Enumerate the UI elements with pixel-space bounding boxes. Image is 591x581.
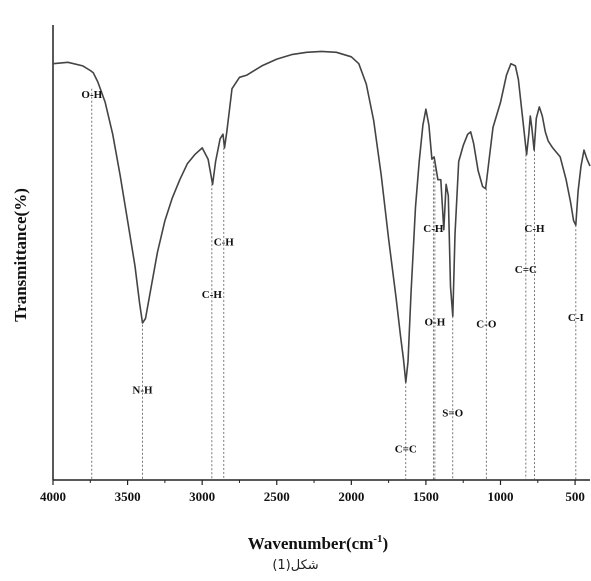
- x-tick-labels: 4000 3500 3000 2500 2000 1500 1000 500: [40, 489, 585, 504]
- x-axis-title: Wavenumber(cm-1): [248, 533, 388, 553]
- annotation-label: C-I: [568, 312, 584, 324]
- annotation-label: C=C: [515, 264, 537, 276]
- annotation-label: C-H: [423, 223, 444, 235]
- spectrum-line: [52, 50, 591, 383]
- figure-caption: شكل(1): [272, 558, 319, 573]
- x-tick-label: 1500: [413, 489, 439, 504]
- y-axis-title: Transmittance(%): [11, 188, 30, 322]
- x-tick-label: 3000: [189, 489, 215, 504]
- x-tick-label: 500: [565, 489, 585, 504]
- annotation-label: C-H: [202, 289, 223, 301]
- plot-axes: [52, 25, 590, 485]
- annotation-lines: [91, 88, 577, 480]
- annotation-label: C-O: [476, 319, 497, 331]
- x-tick-label: 4000: [40, 489, 66, 504]
- x-tick-label: 3500: [115, 489, 141, 504]
- annotation-label: S=O: [442, 407, 463, 419]
- annotation-label: C-H: [524, 223, 545, 235]
- annotation-label: O-H: [424, 316, 445, 328]
- annotation-labels: O-H N-H C-H C-H C=C C-H O-H S=O C-O C=C C-H C-I: [81, 89, 583, 456]
- annotation-label: C=C: [395, 444, 417, 456]
- x-tick-label: 2500: [264, 489, 290, 504]
- series-group: [52, 50, 591, 383]
- annotation-label: N-H: [132, 385, 153, 397]
- annotation-label: O-H: [81, 89, 102, 101]
- x-tick-label: 2000: [338, 489, 364, 504]
- annotation-label: C-H: [214, 237, 235, 249]
- x-tick-label: 1000: [488, 489, 514, 504]
